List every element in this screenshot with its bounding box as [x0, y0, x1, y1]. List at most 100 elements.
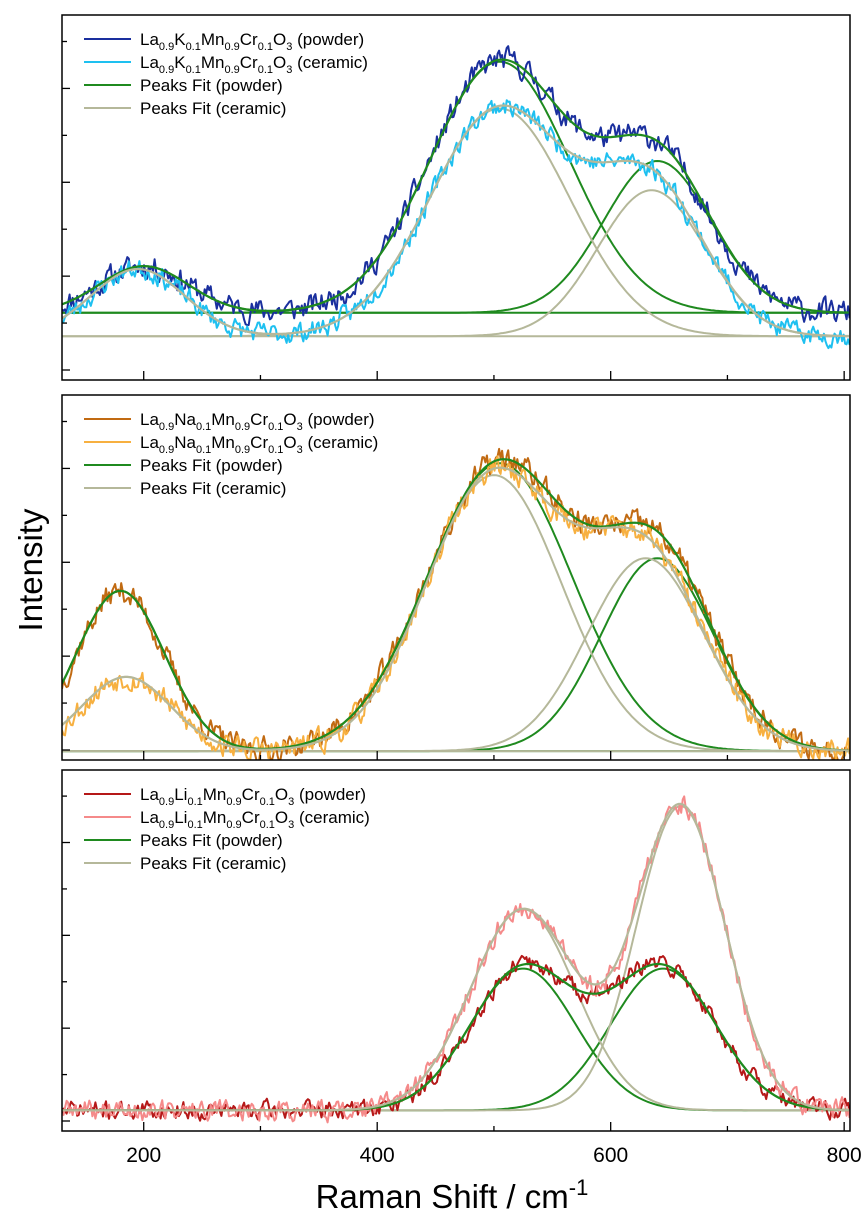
legend-label-Na-0: La0.9Na0.1Mn0.9Cr0.1O3 (powder)	[140, 410, 375, 433]
legend-label-part: 0.1	[260, 819, 275, 831]
legend-label-part: La	[140, 30, 159, 49]
legend-label-Na-3: Peaks Fit (ceramic)	[140, 479, 286, 498]
plot-area-Li	[62, 795, 850, 1124]
legend-Li: La0.9Li0.1Mn0.9Cr0.1O3 (powder)La0.9Li0.…	[84, 785, 370, 873]
legend-label-part: (ceramic)	[303, 433, 379, 452]
legend-label-part: 0.9	[226, 796, 241, 808]
y-axis-label: Intensity	[12, 508, 49, 631]
legend-label-part: La	[140, 53, 159, 72]
legend-label-part: 0.9	[235, 421, 250, 433]
legend-label-part: 0.1	[186, 41, 201, 53]
panel-Na: La0.9Na0.1Mn0.9Cr0.1O3 (powder)La0.9Na0.…	[61, 394, 851, 761]
panel-frame-Li	[61, 769, 851, 1132]
legend-label-part: 0.1	[196, 444, 211, 456]
legend-label-part: La	[140, 785, 159, 804]
legend-label-part: (ceramic)	[294, 808, 370, 827]
legend-label-part: 0.1	[258, 64, 273, 76]
legend-label-part: 0.1	[260, 796, 275, 808]
legend-label-part: O	[273, 30, 286, 49]
legend-label-part: (powder)	[303, 410, 375, 429]
legend-label-part: Cr	[240, 30, 258, 49]
legend-label-part: 0.1	[258, 41, 273, 53]
legend-label-part: Mn	[211, 433, 235, 452]
x-tick-label-200: 200	[126, 1144, 161, 1167]
legend-label-part: 3	[297, 444, 303, 456]
panel-frame-K	[61, 14, 851, 381]
series-line-Li-powder	[62, 954, 850, 1122]
series-line-K-ceramic	[62, 99, 850, 350]
legend-label-Li-1: La0.9Li0.1Mn0.9Cr0.1O3 (ceramic)	[140, 808, 370, 831]
legend-label-part: 3	[288, 796, 294, 808]
x-tick-labels: 200 400 600 800	[126, 1144, 861, 1167]
series-line-K-powder	[62, 45, 850, 327]
legend-label-part: 0.9	[159, 796, 174, 808]
legend-label-part: K	[174, 53, 186, 72]
legend-label-K-3: Peaks Fit (ceramic)	[140, 99, 286, 118]
legend-label-K-0: La0.9K0.1Mn0.9Cr0.1O3 (powder)	[140, 30, 364, 53]
legend-label-part: 0.9	[159, 64, 174, 76]
legend-label-part: Mn	[203, 808, 227, 827]
legend-label-part: 0.9	[159, 421, 174, 433]
legend-label-part: 0.1	[196, 421, 211, 433]
legend-label-part: 0.9	[235, 444, 250, 456]
fit-total-Li-ceramic	[62, 802, 849, 1112]
legend-label-part: K	[174, 30, 186, 49]
legend-label-part: Mn	[203, 785, 227, 804]
legend-label-part: O	[283, 410, 296, 429]
legend-label-part: 0.9	[224, 41, 239, 53]
fit-component-Li-peaksfitpowder-0	[62, 967, 849, 1112]
legend-label-part: Peaks Fit (powder)	[140, 76, 283, 95]
x-tick-label-600: 600	[593, 1144, 628, 1167]
legend-label-part: 3	[286, 64, 292, 76]
panel-Li: La0.9Li0.1Mn0.9Cr0.1O3 (powder)La0.9Li0.…	[61, 769, 851, 1132]
legend-label-part: 3	[286, 41, 292, 53]
fit-total-Na-ceramic	[62, 466, 849, 752]
legend-label-part: O	[275, 808, 288, 827]
fit-total-K-powder	[62, 58, 849, 314]
plot-area-Na	[62, 447, 850, 760]
legend-label-part: Mn	[201, 30, 225, 49]
legend-label-part: 3	[288, 819, 294, 831]
legend-label-part: O	[275, 785, 288, 804]
fit-component-Na-peaksfitpowder-1	[62, 462, 849, 753]
legend-K: La0.9K0.1Mn0.9Cr0.1O3 (powder)La0.9K0.1M…	[84, 30, 368, 118]
legend-label-part: (ceramic)	[292, 53, 368, 72]
legend-label-part: (powder)	[292, 30, 364, 49]
legend-label-Na-2: Peaks Fit (powder)	[140, 456, 283, 475]
legend-label-K-1: La0.9K0.1Mn0.9Cr0.1O3 (ceramic)	[140, 53, 368, 76]
legend-label-part: Cr	[250, 433, 268, 452]
legend-label-part: 0.9	[159, 819, 174, 831]
legend-label-part: Cr	[242, 785, 260, 804]
legend-label-part: Na	[174, 433, 196, 452]
legend-label-part: Mn	[211, 410, 235, 429]
legend-label-part: Peaks Fit (powder)	[140, 456, 283, 475]
legend-label-part: Li	[174, 808, 187, 827]
x-tick-label-400: 400	[360, 1144, 395, 1167]
fit-component-K-peaksfitceramic-1	[62, 107, 849, 338]
fit-total-Li-powder	[62, 962, 849, 1112]
legend-label-part: (powder)	[294, 785, 366, 804]
legend-label-part: Li	[174, 785, 187, 804]
legend-label-part: Peaks Fit (powder)	[140, 831, 283, 850]
fit-component-Li-peaksfitpowder-1	[62, 967, 849, 1112]
panel-K: La0.9K0.1Mn0.9Cr0.1O3 (powder)La0.9K0.1M…	[61, 14, 851, 381]
legend-label-part: Peaks Fit (ceramic)	[140, 99, 286, 118]
fit-component-Li-peaksfitceramic-0	[62, 908, 849, 1112]
legend-label-part: Na	[174, 410, 196, 429]
legend-label-part: 0.1	[187, 796, 202, 808]
fit-total-K-ceramic	[62, 104, 849, 338]
legend-label-part: Cr	[240, 53, 258, 72]
x-axis-label-sup: -1	[569, 1175, 589, 1200]
legend-label-K-2: Peaks Fit (powder)	[140, 76, 283, 95]
panel-frame-Na	[61, 394, 851, 761]
legend-label-part: O	[273, 53, 286, 72]
legend-label-part: 3	[297, 421, 303, 433]
legend-label-part: 0.9	[159, 41, 174, 53]
legend-label-part: Peaks Fit (ceramic)	[140, 854, 286, 873]
legend-label-part: Mn	[201, 53, 225, 72]
legend-label-part: Cr	[242, 808, 260, 827]
fit-total-Na-powder	[62, 458, 849, 752]
panels-group: La0.9K0.1Mn0.9Cr0.1O3 (powder)La0.9K0.1M…	[61, 14, 851, 1132]
legend-label-part: 0.1	[268, 444, 283, 456]
